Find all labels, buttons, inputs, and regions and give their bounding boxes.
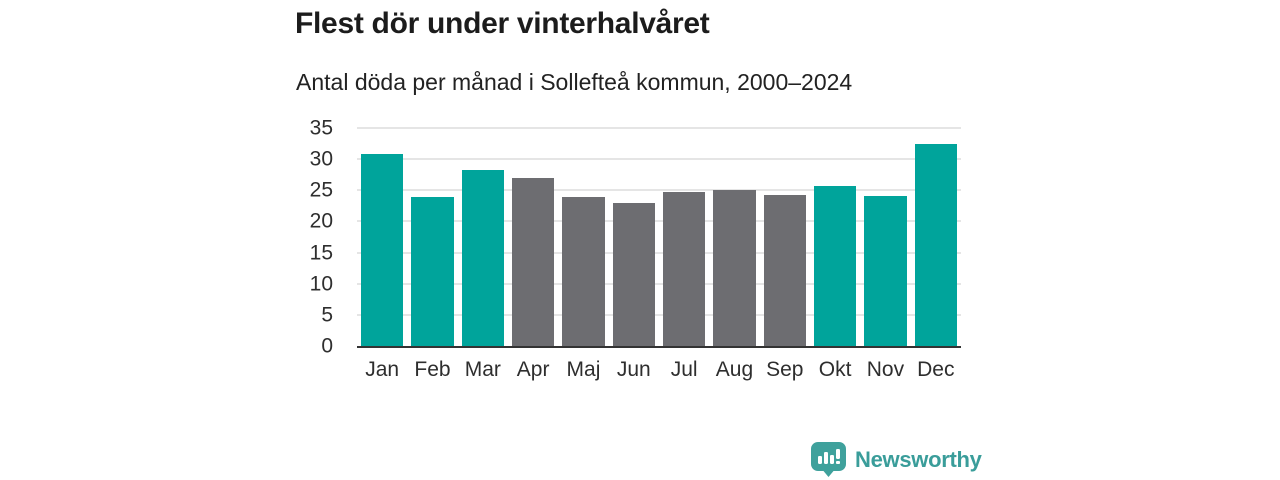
gridline-15	[357, 251, 961, 254]
bars-layer	[357, 128, 961, 346]
bar-mar	[461, 169, 504, 346]
bar-okt	[813, 185, 857, 346]
gridline-35	[357, 127, 961, 129]
bar-dec	[914, 144, 957, 346]
y-tick-label-25: 25	[309, 178, 333, 202]
bar-slot-dec	[911, 128, 961, 346]
y-tick-label-20: 20	[309, 209, 333, 233]
y-axis-tick-labels: 0 5 10 15 20 25 30 35	[250, 118, 345, 357]
bar-feb	[411, 197, 454, 346]
bar-slot-maj	[558, 128, 608, 346]
y-tick-label-10: 10	[309, 272, 333, 296]
newsworthy-speech-bubble-bar-chart-icon	[810, 441, 847, 478]
gridline-10	[357, 282, 961, 285]
bar-slot-sep	[760, 128, 810, 346]
chart-title: Flest dör under vinterhalvåret	[295, 7, 710, 40]
y-tick-label-30: 30	[309, 147, 333, 171]
x-axis-tick-labels: Jan Feb Mar Apr Maj Jun Jul Aug Sep Okt Nov Dec	[357, 356, 961, 383]
bar-slot-nov	[860, 128, 910, 346]
y-tick-label-5: 5	[321, 303, 333, 327]
x-tick-label-jul: Jul	[670, 358, 698, 381]
bar-jul	[663, 191, 706, 346]
bar-slot-jan	[357, 128, 407, 346]
bar-jan	[361, 153, 404, 346]
bar-slot-aug	[709, 128, 759, 346]
x-tick-label-okt: Okt	[818, 358, 852, 381]
bar-aug	[713, 189, 756, 346]
x-tick-label-maj: Maj	[566, 358, 601, 381]
gridline-25	[357, 189, 961, 192]
bar-slot-okt	[810, 128, 860, 346]
bar-slot-mar	[458, 128, 508, 346]
bar-slot-feb	[407, 128, 457, 346]
chart-subtitle: Antal döda per månad i Sollefteå kommun,…	[296, 69, 853, 95]
x-tick-label-sep: Sep	[766, 358, 804, 381]
bar-slot-apr	[508, 128, 558, 346]
x-tick-label-aug: Aug	[715, 358, 754, 381]
bar-maj	[562, 197, 605, 346]
y-tick-label-35: 35	[309, 116, 333, 140]
x-tick-label-dec: Dec	[917, 358, 955, 381]
y-tick-label-0: 0	[321, 334, 333, 358]
gridline-20	[357, 220, 961, 223]
bar-nov	[864, 195, 907, 346]
bar-slot-jul	[659, 128, 709, 346]
bar-apr	[512, 178, 555, 346]
newsworthy-logo-text: Newsworthy	[855, 446, 982, 472]
newsworthy-logo[interactable]: Newsworthy	[810, 441, 982, 478]
speech-bubble-shape	[811, 442, 846, 477]
bar-sep	[763, 194, 806, 346]
bar-jun	[612, 202, 655, 346]
x-tick-label-mar: Mar	[464, 358, 501, 381]
y-tick-label-15: 15	[309, 241, 333, 265]
x-tick-label-apr: Apr	[516, 358, 550, 381]
x-tick-label-jun: Jun	[616, 358, 651, 381]
plot-area	[357, 127, 961, 348]
bar-slot-jun	[609, 128, 659, 346]
gridline-5	[357, 313, 961, 316]
x-tick-label-feb: Feb	[414, 358, 451, 381]
x-tick-label-jan: Jan	[365, 358, 400, 381]
x-tick-label-nov: Nov	[866, 358, 905, 381]
gridline-30	[357, 158, 961, 161]
